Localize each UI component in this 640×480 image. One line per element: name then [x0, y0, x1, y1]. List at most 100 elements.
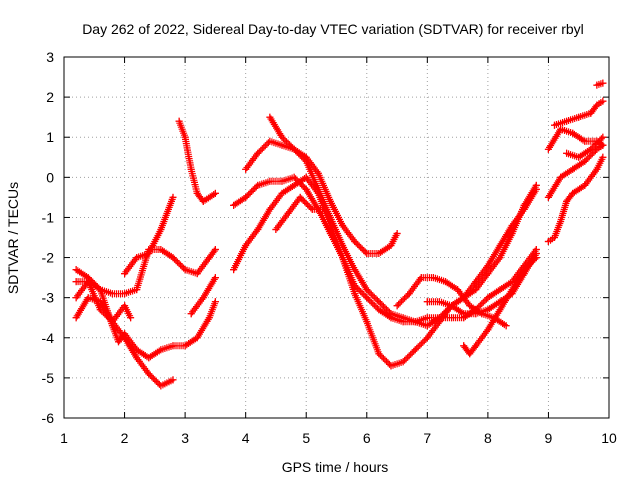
data-point — [351, 290, 359, 298]
series-track-4 — [72, 278, 135, 326]
y-tick-labels: -6 -5 -4 -3 -2 -1 0 1 2 3 — [42, 49, 55, 426]
data-point — [284, 209, 292, 217]
data-point — [551, 121, 558, 129]
data-point — [599, 97, 607, 105]
series-track-11 — [266, 113, 401, 257]
data-point — [326, 197, 334, 205]
data-point — [411, 346, 419, 354]
data-point — [563, 117, 571, 125]
data-point — [557, 218, 565, 225]
data-point — [472, 278, 480, 286]
data-point — [133, 286, 141, 294]
data-point — [314, 169, 322, 177]
data-point — [157, 226, 165, 233]
x-tick-label: 2 — [121, 430, 129, 446]
data-point — [417, 274, 425, 282]
data-point — [599, 79, 607, 87]
data-point — [351, 282, 359, 290]
data-point — [211, 189, 219, 197]
data-point — [599, 141, 607, 149]
data-point — [593, 165, 601, 173]
series-track-2 — [72, 266, 219, 362]
data-point — [460, 342, 468, 350]
series-track-7 — [187, 274, 219, 318]
data-point — [181, 133, 189, 141]
y-tick-label: -1 — [42, 209, 55, 225]
data-point — [472, 310, 480, 318]
y-tick-label: 0 — [46, 169, 54, 185]
data-point — [296, 193, 304, 201]
data-point — [375, 306, 383, 314]
data-point — [326, 230, 334, 237]
series-track-8 — [230, 173, 540, 370]
data-point — [199, 294, 207, 302]
data-point — [115, 338, 122, 346]
data-point — [375, 350, 383, 358]
y-tick-label: 3 — [46, 49, 54, 65]
data-point — [496, 242, 504, 249]
data-point — [157, 346, 165, 354]
data-point — [393, 230, 401, 237]
data-point — [393, 302, 401, 310]
data-point — [175, 117, 183, 125]
data-point — [466, 350, 474, 358]
data-point — [563, 149, 571, 157]
data-point — [581, 137, 589, 145]
x-tick-label: 8 — [484, 430, 492, 446]
data-point — [569, 165, 577, 173]
data-point — [169, 376, 177, 384]
data-point — [278, 133, 286, 141]
data-point — [508, 222, 516, 229]
data-point — [145, 250, 153, 257]
x-tick-label: 9 — [545, 430, 553, 446]
data-point — [429, 274, 437, 282]
data-point — [587, 109, 595, 117]
data-point — [72, 314, 80, 322]
y-tick-label: 1 — [46, 129, 54, 145]
data-point — [72, 278, 80, 286]
data-point — [205, 254, 213, 262]
data-point — [84, 278, 92, 286]
data-point — [278, 177, 286, 185]
data-point — [121, 270, 129, 278]
data-point — [302, 173, 310, 181]
data-point — [363, 318, 371, 326]
y-tick-label: 2 — [46, 89, 54, 105]
data-point — [575, 113, 583, 121]
data-point — [532, 185, 540, 193]
x-tick-label: 7 — [423, 430, 431, 446]
data-point — [593, 101, 601, 109]
data-point — [423, 334, 431, 342]
data-point — [254, 181, 262, 189]
data-point — [520, 266, 528, 274]
data-point — [266, 137, 274, 145]
data-point — [308, 205, 316, 213]
series-track-5 — [121, 193, 177, 278]
grid-lines — [64, 57, 609, 418]
data-point — [145, 354, 153, 362]
data-point — [133, 346, 141, 354]
data-point — [96, 286, 104, 294]
series-track-15 — [460, 254, 540, 358]
data-point — [272, 226, 280, 233]
data-point — [599, 153, 607, 161]
data-point — [448, 314, 456, 322]
x-tick-label: 5 — [302, 430, 310, 446]
data-point — [532, 254, 540, 262]
data-point — [351, 238, 359, 245]
data-point — [557, 125, 565, 133]
data-point — [466, 302, 474, 310]
data-point — [278, 141, 286, 149]
data-point — [593, 81, 601, 89]
data-point — [211, 246, 219, 253]
data-point — [133, 254, 141, 262]
data-point — [387, 362, 395, 370]
series-track-19 — [551, 97, 607, 129]
data-point — [290, 181, 298, 189]
data-point — [254, 226, 262, 233]
series-markers — [72, 266, 219, 362]
data-point — [266, 205, 274, 213]
data-point — [423, 322, 431, 330]
series-markers — [230, 173, 540, 370]
x-tick-label: 10 — [601, 430, 617, 446]
